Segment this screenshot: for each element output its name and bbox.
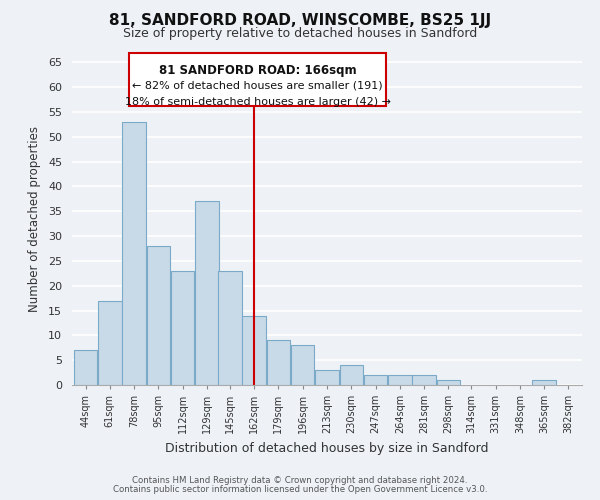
Bar — [315, 370, 339, 385]
Bar — [171, 271, 194, 385]
Bar — [340, 365, 363, 385]
Text: Size of property relative to detached houses in Sandford: Size of property relative to detached ho… — [123, 28, 477, 40]
Bar — [122, 122, 146, 385]
Bar — [242, 316, 266, 385]
Bar — [437, 380, 460, 385]
X-axis label: Distribution of detached houses by size in Sandford: Distribution of detached houses by size … — [165, 442, 489, 454]
Text: Contains HM Land Registry data © Crown copyright and database right 2024.: Contains HM Land Registry data © Crown c… — [132, 476, 468, 485]
Bar — [532, 380, 556, 385]
Bar — [74, 350, 97, 385]
Bar — [98, 300, 122, 385]
Text: Contains public sector information licensed under the Open Government Licence v3: Contains public sector information licen… — [113, 485, 487, 494]
Bar — [218, 271, 242, 385]
Bar — [147, 246, 170, 385]
Bar — [364, 375, 387, 385]
Bar — [267, 340, 290, 385]
Bar — [412, 375, 436, 385]
Text: ← 82% of detached houses are smaller (191): ← 82% of detached houses are smaller (19… — [133, 81, 383, 91]
Y-axis label: Number of detached properties: Number of detached properties — [28, 126, 41, 312]
Text: 81, SANDFORD ROAD, WINSCOMBE, BS25 1JJ: 81, SANDFORD ROAD, WINSCOMBE, BS25 1JJ — [109, 12, 491, 28]
Bar — [291, 346, 314, 385]
Bar — [195, 202, 219, 385]
Bar — [388, 375, 412, 385]
Text: 81 SANDFORD ROAD: 166sqm: 81 SANDFORD ROAD: 166sqm — [159, 64, 356, 78]
Text: 18% of semi-detached houses are larger (42) →: 18% of semi-detached houses are larger (… — [125, 97, 391, 107]
FancyBboxPatch shape — [129, 54, 386, 106]
